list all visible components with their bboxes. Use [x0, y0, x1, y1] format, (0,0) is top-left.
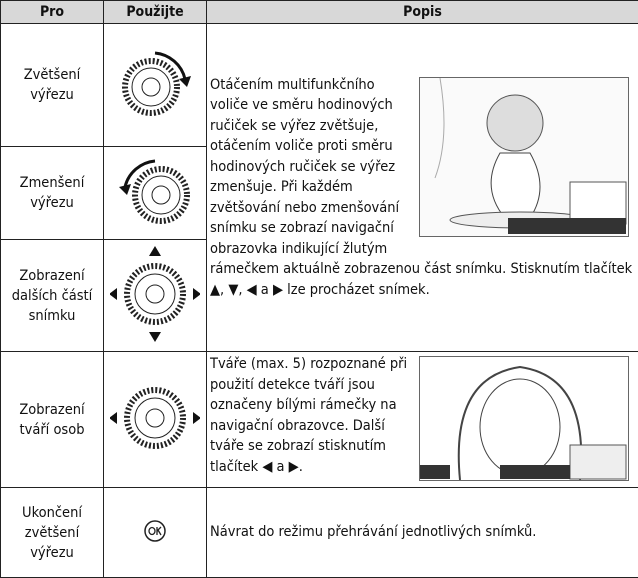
header-cell: Použijte	[103, 0, 207, 24]
pro-cell: Zobrazení tváří osob	[0, 351, 104, 488]
row: Zvětšení výřezu Otáčením multifunkčního …	[0, 23, 638, 352]
dial-icon	[109, 245, 201, 342]
header-cell: Popis	[206, 0, 638, 24]
icon-cell	[103, 351, 207, 488]
desc-cell: Tváře (max. 5) rozpoznané při použití de…	[206, 351, 638, 488]
desc-text: Otáčením multifunkčního voliče ve směru …	[210, 76, 633, 298]
icon-cell	[103, 239, 207, 352]
ok-icon	[144, 519, 166, 542]
pro-cell: Zvětšení výřezu	[0, 23, 104, 147]
dial-icon	[122, 51, 191, 116]
pro-cell: Zmenšení výřezu	[0, 146, 104, 240]
desc-text: Tváře (max. 5) rozpoznané při použití de…	[210, 356, 408, 475]
dial-icon	[109, 386, 201, 449]
dial-icon	[119, 159, 190, 224]
desc-text: Návrat do režimu přehrávání jednotlivých…	[210, 524, 537, 541]
icon-cell	[103, 487, 207, 578]
header-row: Pro Použijte Popis	[0, 0, 638, 24]
icon-cell	[103, 23, 207, 147]
row: Zobrazení dalších částí snímku	[0, 239, 638, 352]
row: Ukončení zvětšení výřezu Návrat do režim…	[0, 487, 638, 578]
row: Zobrazení tváří osob Tváře (max. 5) rozp…	[0, 351, 638, 488]
desc-cell: Návrat do režimu přehrávání jednotlivých…	[206, 487, 638, 578]
pro-cell: Zobrazení dalších částí snímku	[0, 239, 104, 352]
desc-cell: Otáčením multifunkčního voliče ve směru …	[206, 23, 638, 352]
icon-cell	[103, 146, 207, 240]
pro-cell: Ukončení zvětšení výřezu	[0, 487, 104, 578]
photo-flowers	[419, 76, 629, 237]
photo-face	[419, 356, 629, 481]
header-cell: Pro	[0, 0, 104, 24]
